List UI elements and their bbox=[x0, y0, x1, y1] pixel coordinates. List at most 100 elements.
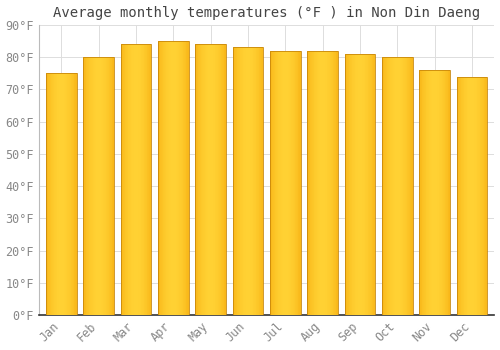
Bar bbox=[314, 51, 315, 315]
Bar bbox=[214, 44, 216, 315]
Bar bbox=[60, 73, 62, 315]
Bar bbox=[358, 54, 360, 315]
Bar bbox=[72, 73, 73, 315]
Bar bbox=[257, 48, 258, 315]
Bar bbox=[185, 41, 186, 315]
Bar bbox=[96, 57, 97, 315]
Bar bbox=[324, 51, 325, 315]
Bar bbox=[220, 44, 222, 315]
Bar bbox=[123, 44, 124, 315]
Bar bbox=[298, 51, 299, 315]
Bar bbox=[396, 57, 398, 315]
Bar bbox=[222, 44, 223, 315]
Bar bbox=[468, 77, 469, 315]
Bar bbox=[310, 51, 311, 315]
Bar bbox=[180, 41, 181, 315]
Bar bbox=[474, 77, 475, 315]
Bar bbox=[158, 41, 188, 315]
Bar bbox=[315, 51, 316, 315]
Bar bbox=[320, 51, 321, 315]
Bar bbox=[256, 48, 257, 315]
Bar bbox=[59, 73, 60, 315]
Bar bbox=[218, 44, 219, 315]
Bar bbox=[360, 54, 361, 315]
Bar bbox=[484, 77, 485, 315]
Bar bbox=[430, 70, 431, 315]
Bar bbox=[294, 51, 296, 315]
Bar bbox=[52, 73, 53, 315]
Bar bbox=[161, 41, 162, 315]
Title: Average monthly temperatures (°F ) in Non Din Daeng: Average monthly temperatures (°F ) in No… bbox=[53, 6, 480, 20]
Bar bbox=[159, 41, 160, 315]
Bar bbox=[465, 77, 466, 315]
Bar bbox=[75, 73, 76, 315]
Bar bbox=[111, 57, 112, 315]
Bar bbox=[232, 48, 264, 315]
Bar bbox=[470, 77, 472, 315]
Bar bbox=[388, 57, 389, 315]
Bar bbox=[353, 54, 354, 315]
Bar bbox=[128, 44, 129, 315]
Bar bbox=[446, 70, 447, 315]
Bar bbox=[373, 54, 374, 315]
Bar bbox=[166, 41, 167, 315]
Bar bbox=[130, 44, 132, 315]
Bar bbox=[236, 48, 238, 315]
Bar bbox=[210, 44, 212, 315]
Bar bbox=[278, 51, 279, 315]
Bar bbox=[384, 57, 385, 315]
Bar bbox=[464, 77, 465, 315]
Bar bbox=[104, 57, 105, 315]
Bar bbox=[164, 41, 165, 315]
Bar bbox=[398, 57, 399, 315]
Bar bbox=[238, 48, 239, 315]
Bar bbox=[120, 44, 122, 315]
Bar bbox=[319, 51, 320, 315]
Bar bbox=[444, 70, 446, 315]
Bar bbox=[217, 44, 218, 315]
Bar bbox=[277, 51, 278, 315]
Bar bbox=[442, 70, 443, 315]
Bar bbox=[347, 54, 348, 315]
Bar bbox=[55, 73, 56, 315]
Bar bbox=[447, 70, 448, 315]
Bar bbox=[245, 48, 246, 315]
Bar bbox=[479, 77, 480, 315]
Bar bbox=[404, 57, 405, 315]
Bar bbox=[137, 44, 138, 315]
Bar bbox=[272, 51, 273, 315]
Bar bbox=[287, 51, 288, 315]
Bar bbox=[244, 48, 245, 315]
Bar bbox=[411, 57, 412, 315]
Bar bbox=[240, 48, 241, 315]
Bar bbox=[260, 48, 261, 315]
Bar bbox=[290, 51, 292, 315]
Bar bbox=[456, 77, 458, 315]
Bar bbox=[143, 44, 144, 315]
Bar bbox=[235, 48, 236, 315]
Bar bbox=[352, 54, 353, 315]
Bar bbox=[420, 70, 421, 315]
Bar bbox=[165, 41, 166, 315]
Bar bbox=[175, 41, 176, 315]
Bar bbox=[219, 44, 220, 315]
Bar bbox=[282, 51, 283, 315]
Bar bbox=[318, 51, 319, 315]
Bar bbox=[252, 48, 254, 315]
Bar bbox=[126, 44, 127, 315]
Bar bbox=[402, 57, 404, 315]
Bar bbox=[486, 77, 488, 315]
Bar bbox=[485, 77, 486, 315]
Bar bbox=[234, 48, 235, 315]
Bar bbox=[437, 70, 438, 315]
Bar bbox=[409, 57, 410, 315]
Bar bbox=[351, 54, 352, 315]
Bar bbox=[261, 48, 262, 315]
Bar bbox=[280, 51, 281, 315]
Bar bbox=[382, 57, 383, 315]
Bar bbox=[84, 57, 85, 315]
Bar bbox=[279, 51, 280, 315]
Bar bbox=[74, 73, 75, 315]
Bar bbox=[108, 57, 110, 315]
Bar bbox=[392, 57, 393, 315]
